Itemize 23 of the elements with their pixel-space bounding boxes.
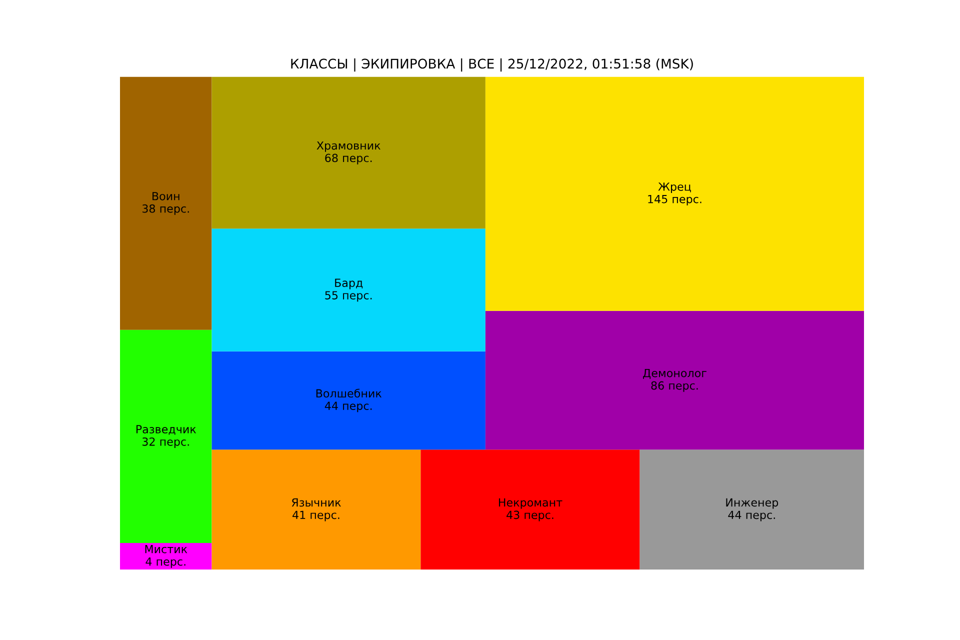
data-label: 38 перс. — [142, 204, 189, 215]
category-label: Бард — [335, 278, 363, 290]
category-label: Волшебник — [316, 388, 382, 398]
category-label: Язычник — [292, 498, 341, 507]
data-label: 44 перс. — [324, 402, 372, 412]
data-label: 55 перс. — [325, 291, 372, 302]
data-label: 41 перс. — [292, 510, 340, 522]
text: КЛАССЫ | ЭКИПИРОВКА | ВСЕ | 25/12/2022, 01:51:58 (MSK) — [291, 58, 693, 72]
data-label: 68 перс. — [325, 154, 372, 164]
category-label: Разведчик — [136, 425, 196, 435]
category-label: Некромант — [498, 498, 562, 509]
category-label: Жрец — [658, 182, 691, 193]
category-label: Храмовник — [316, 141, 380, 152]
data-label: 44 перс. — [728, 510, 775, 522]
category-label: Воин — [152, 192, 180, 200]
data-label: 86 перс. — [651, 381, 698, 392]
category-label: Инженер — [726, 498, 778, 509]
category-label: Мистик — [145, 545, 188, 554]
data-label: 145 перс. — [648, 195, 702, 206]
data-label: 43 перс. — [506, 510, 554, 522]
category-label: Демонолог — [643, 369, 706, 379]
data-label: 32 перс. — [142, 437, 189, 448]
data-label: 4 перс. — [146, 557, 186, 568]
